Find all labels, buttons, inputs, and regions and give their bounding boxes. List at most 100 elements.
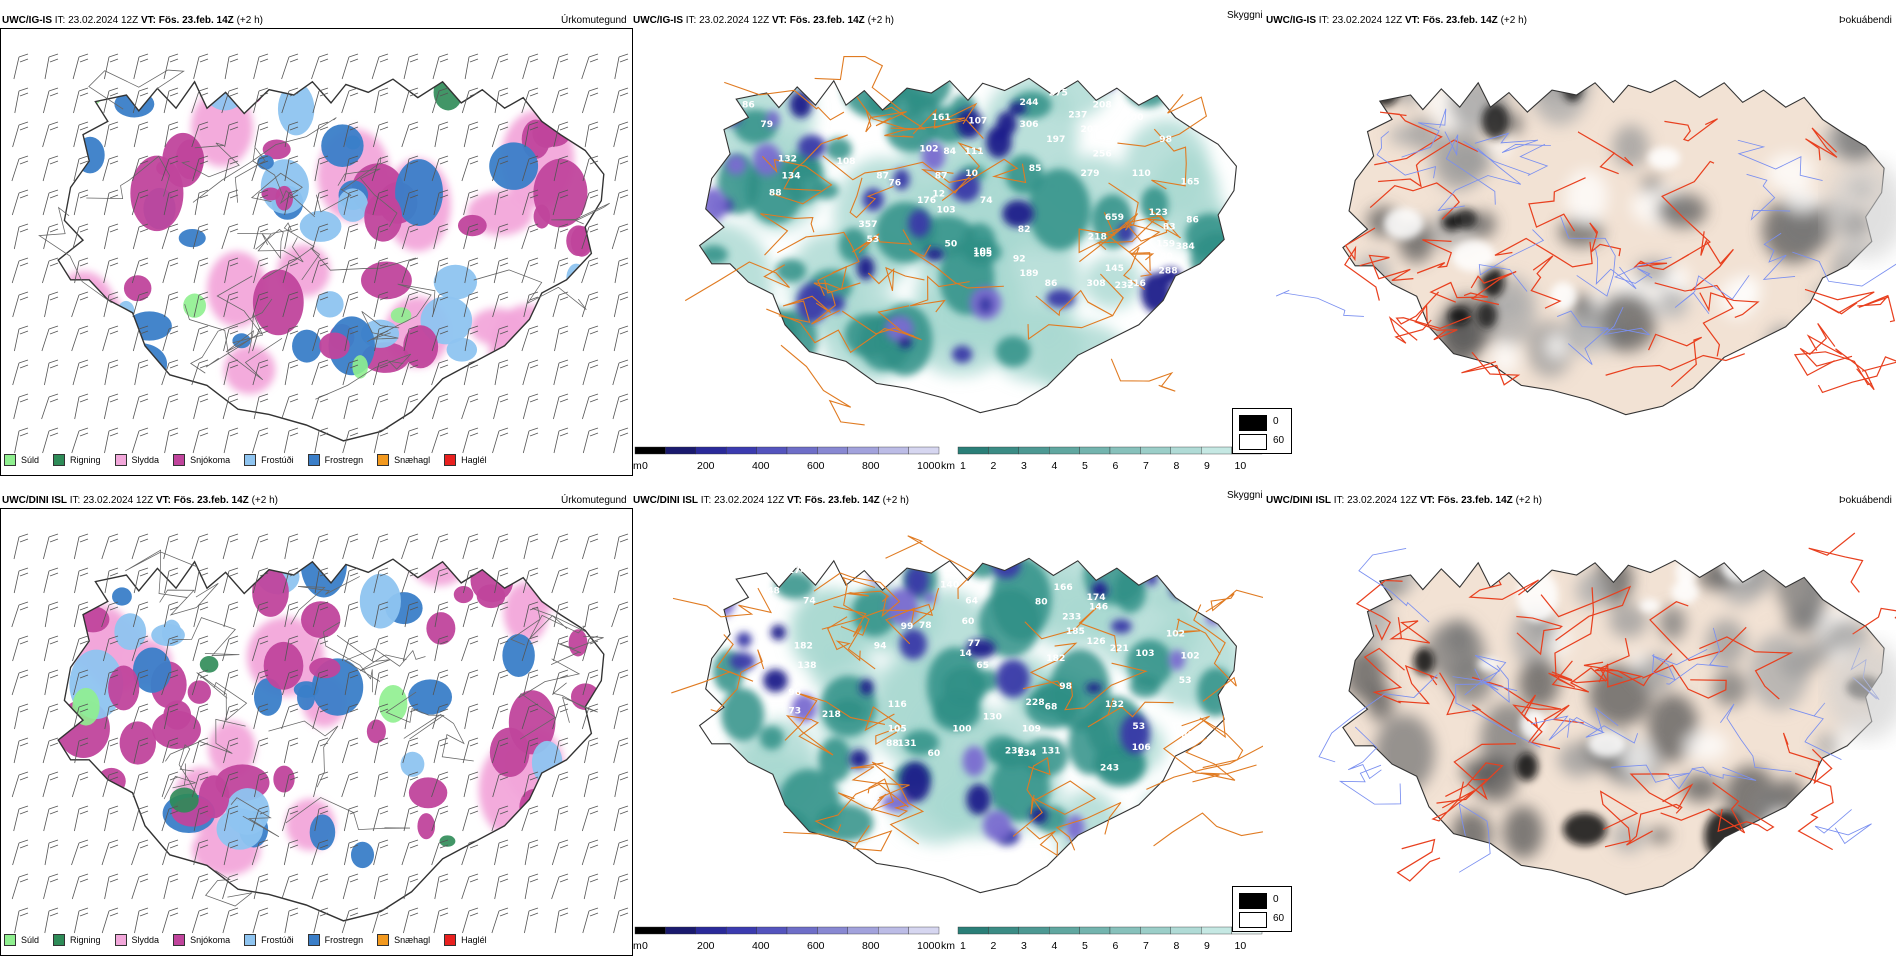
visibility-value-label: 126 <box>1087 637 1106 647</box>
panel-header: UWC/IG-IS IT: 23.02.2024 12Z VT: Fös. 23… <box>633 15 894 26</box>
visibility-value-label: 102 <box>1180 651 1199 661</box>
panel-title: Úrkomutegund <box>561 15 627 26</box>
ceiling-tick: 600 <box>807 940 825 952</box>
visibility-value-label: 148 <box>761 587 780 597</box>
visibility-value-label: 78 <box>919 621 932 631</box>
ceiling-tick: 200 <box>697 460 715 472</box>
vis-tick: 4 <box>1051 940 1058 952</box>
legend-item: Frostregn <box>307 454 363 466</box>
ceiling-tick: 400 <box>752 460 770 472</box>
visibility-value-label: 80 <box>1035 598 1048 608</box>
vis-tick: 6 <box>1112 460 1119 472</box>
vis-tick: 7 <box>1143 940 1149 952</box>
it-label: IT: <box>54 15 66 26</box>
visibility-value-label: 132 <box>1105 700 1124 710</box>
visibility-value-label: 12 <box>932 190 945 200</box>
visibility-value-label: 218 <box>1088 232 1107 242</box>
visibility-value-label: 306 <box>1019 120 1038 130</box>
visibility-value-label: 100 <box>952 725 971 735</box>
ceiling-unit: m <box>633 460 642 472</box>
legend-swatch <box>444 454 457 466</box>
vis-tick: 7 <box>1143 460 1149 472</box>
it-value: 23.02.2024 12Z <box>1332 15 1403 26</box>
legend-label: Slydda <box>131 935 160 945</box>
visibility-value-label: 74 <box>980 196 993 206</box>
it-label: IT: <box>69 495 81 506</box>
visibility-value-label: 84 <box>943 147 956 157</box>
legend-item: Rigning <box>53 454 101 466</box>
lead-offset: (+2 h) <box>867 15 894 26</box>
it-label: IT: <box>700 495 712 506</box>
vt-label: VT: <box>1419 495 1435 506</box>
visibility-value-label: 74 <box>803 597 816 607</box>
visibility-value-label: 53 <box>1132 722 1145 732</box>
vt-label: VT: <box>1404 15 1420 26</box>
colorbars <box>634 446 1263 455</box>
visibility-value-label: 165 <box>1180 178 1199 188</box>
vt-value: Fös. 23.feb. 14Z <box>789 15 865 26</box>
visibility-value-label: 288 <box>1159 267 1178 277</box>
model-name: UWC/DINI ISL <box>1266 495 1331 506</box>
visibility-value-label: 64 <box>965 597 978 607</box>
visibility-value-label: 87 <box>935 171 948 181</box>
vis-tick: 8 <box>1173 460 1180 472</box>
legend-label: Frostúði <box>261 455 294 465</box>
visibility-value-label: 279 <box>1080 169 1099 179</box>
vt-label: VT: <box>786 495 802 506</box>
visibility-value-label: 105 <box>888 725 907 735</box>
visibility-value-label: 132 <box>778 154 797 164</box>
panel-header: UWC/DINI ISL IT: 23.02.2024 12Z VT: Fös.… <box>633 495 909 506</box>
lead-offset: (+2 h) <box>1515 495 1542 506</box>
visibility-value-label: 100 <box>1124 113 1143 123</box>
visibility-value-label: 103 <box>936 206 955 216</box>
visibility-value-label: 134 <box>782 171 801 181</box>
ceiling-tick: 600 <box>807 460 825 472</box>
legend-swatch <box>53 934 66 946</box>
map-frame <box>0 508 633 956</box>
vt-value: Fös. 23.feb. 14Z <box>1422 15 1498 26</box>
panel-header: UWC/DINI ISL IT: 23.02.2024 12Z VT: Fös.… <box>2 495 278 506</box>
legend-item: Haglél <box>444 934 487 946</box>
visibility-value-label: 92 <box>1013 254 1026 264</box>
visibility-value-label: 79 <box>760 120 773 130</box>
visibility-map: 139 174 148 74 182 138 96 73 218 94 99 78 140 64 60 147… <box>671 535 1263 894</box>
visibility-value-label: 228 <box>1026 698 1045 708</box>
visibility-value-label: 10 <box>965 169 978 179</box>
visibility-value-label: 111 <box>965 147 984 157</box>
ceiling-tick: 0 <box>642 460 648 472</box>
visibility-value-label: 159 <box>1156 240 1175 250</box>
visibility-value-label: 105 <box>973 249 992 259</box>
visibility-value-label: 109 <box>1022 725 1041 735</box>
visibility-value-label: 98 <box>1159 135 1172 145</box>
legend-swatch <box>377 934 390 946</box>
visibility-value-label: 88 <box>1181 731 1194 741</box>
vis-tick: 9 <box>1204 460 1210 472</box>
visibility-value-label: 233 <box>1062 612 1081 622</box>
fog-tick: 0 <box>1273 416 1279 427</box>
visibility-value-label: 659 <box>1105 213 1124 223</box>
visibility-value-label: 207 <box>1080 125 1099 135</box>
legend-item: Haglél <box>444 454 487 466</box>
visibility-value-label: 218 <box>822 710 841 720</box>
visibility-value-label: 88 <box>769 188 782 198</box>
legend-label: Slydda <box>131 455 160 465</box>
ceiling-tick: 400 <box>752 940 770 952</box>
legend-item: Snæhagl <box>377 454 430 466</box>
lead-offset: (+2 h) <box>236 15 263 26</box>
legend-label: Rigning <box>70 455 101 465</box>
visibility-value-label: 182 <box>794 642 813 652</box>
ceiling-unit: m <box>633 940 642 952</box>
visibility-value-label: 116 <box>888 700 907 710</box>
visibility-value-label: 73 <box>788 706 801 716</box>
legend-item: Slydda <box>114 454 160 466</box>
visibility-value-label: 185 <box>1066 627 1085 637</box>
visibility-value-label: 197 <box>1046 135 1065 145</box>
it-value: 23.02.2024 12Z <box>714 495 785 506</box>
visibility-value-label: 106 <box>1132 743 1151 753</box>
map-frame <box>0 28 633 476</box>
visibility-value-label: 166 <box>1054 583 1073 593</box>
fog-tick: 60 <box>1273 913 1285 924</box>
visibility-value-label: 83 <box>1163 223 1176 233</box>
legend-item: Slydda <box>114 934 160 946</box>
vis-unit: km <box>941 940 955 952</box>
